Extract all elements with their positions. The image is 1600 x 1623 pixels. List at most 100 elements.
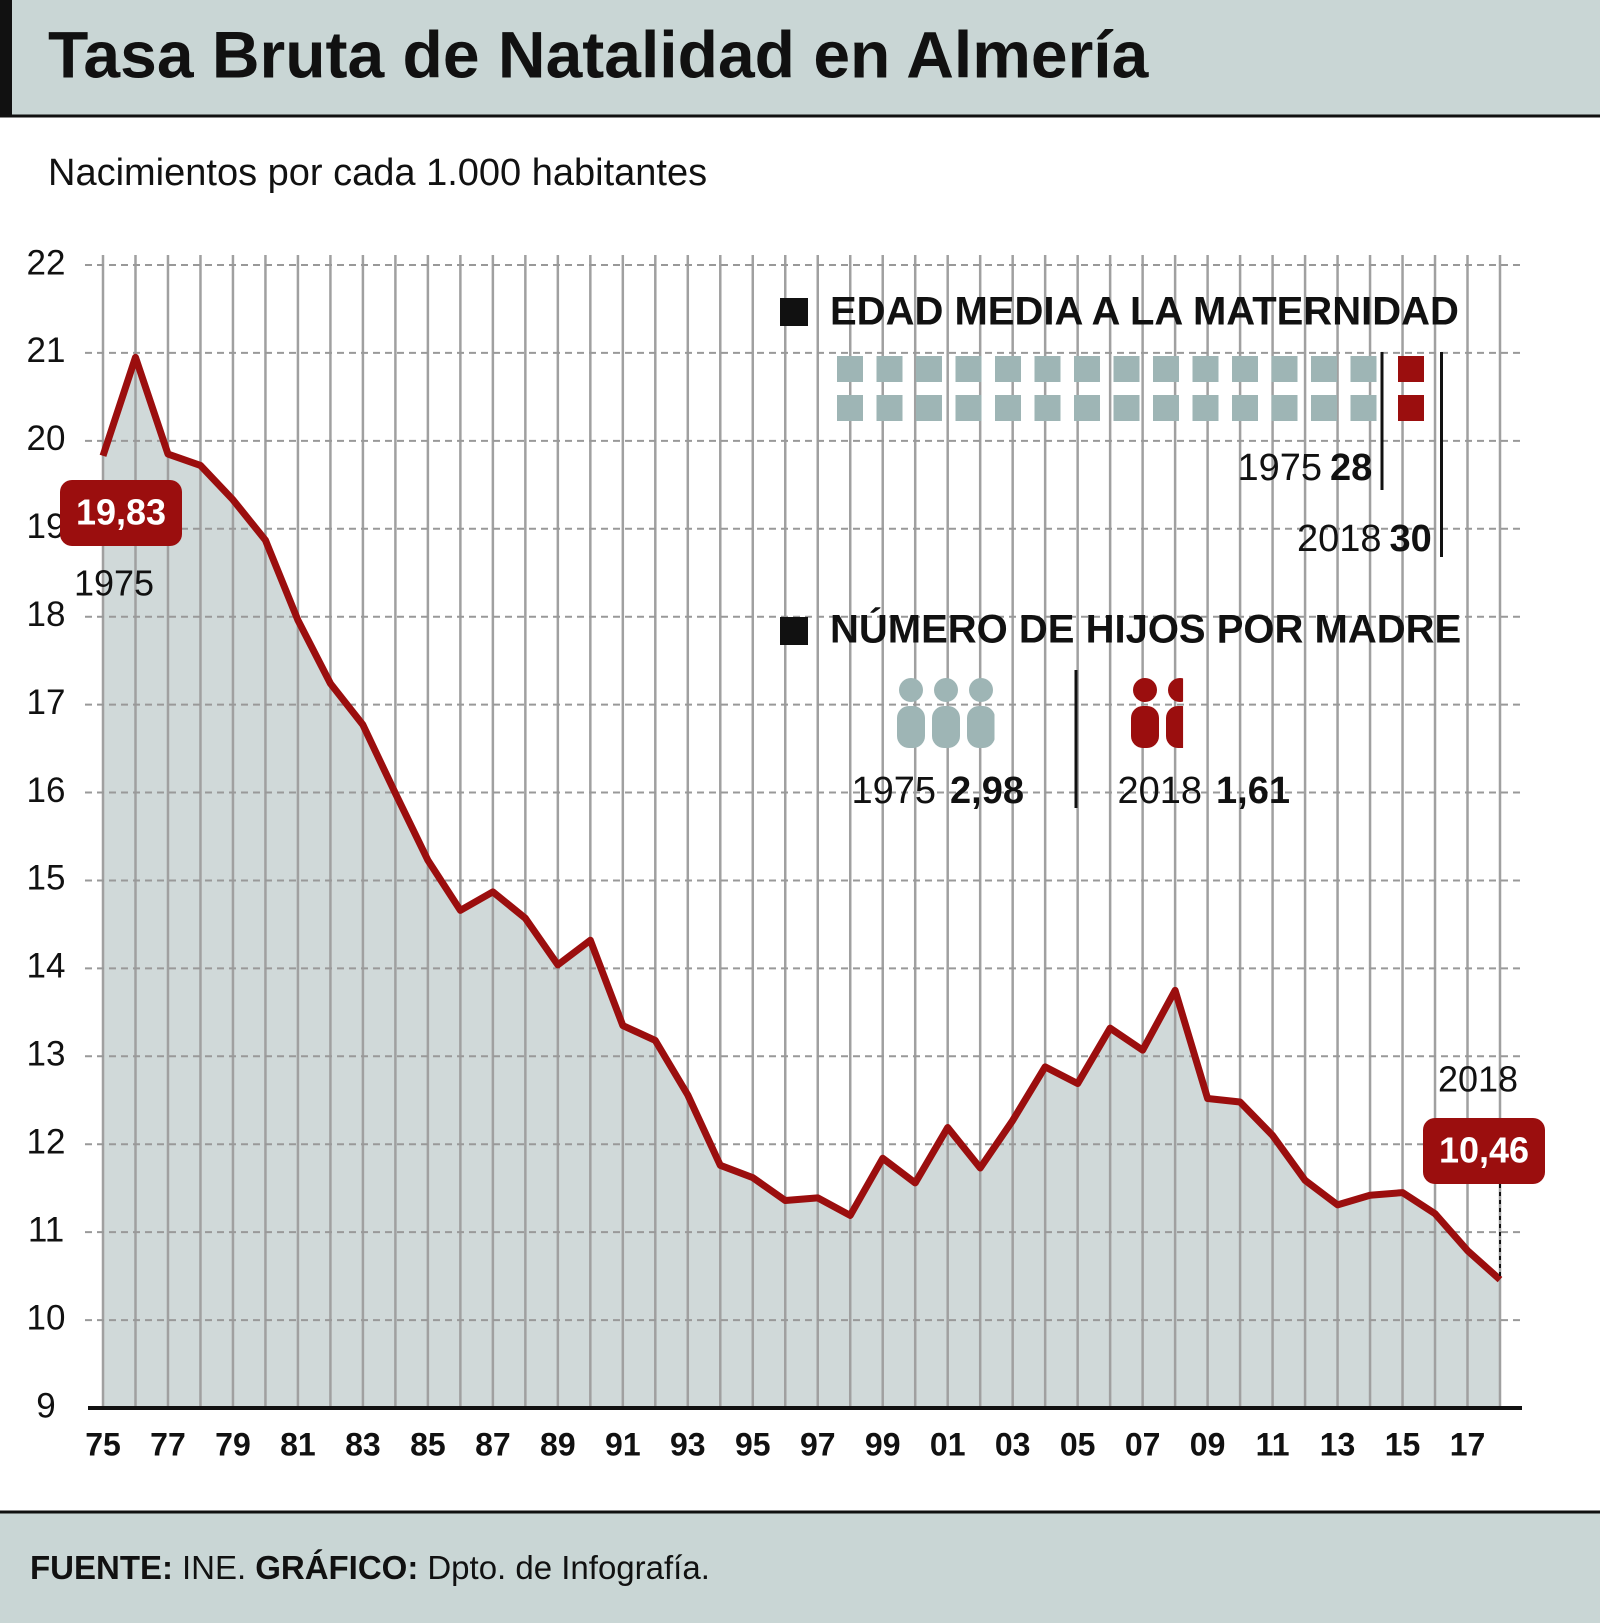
inset-title: NÚMERO DE HIJOS POR MADRE	[830, 606, 1461, 652]
child-head	[1168, 678, 1184, 702]
value-label-box	[1423, 1118, 1545, 1184]
age-square	[1271, 395, 1298, 421]
y-tick-label: 11	[28, 1210, 64, 1249]
age-square	[876, 356, 903, 382]
footer-segment: GRÁFICO:	[255, 1549, 418, 1586]
age-square	[1034, 395, 1061, 421]
age-square	[1192, 356, 1219, 382]
age-square	[995, 356, 1021, 382]
y-tick-label: 10	[27, 1298, 66, 1337]
age-square	[1153, 356, 1179, 382]
footer-segment: Dpto. de Infografía.	[427, 1549, 710, 1586]
x-tick-label: 93	[670, 1426, 706, 1462]
x-tick-label: 83	[345, 1426, 381, 1462]
age-square	[1350, 356, 1377, 382]
x-tick-label: 01	[930, 1426, 966, 1462]
y-tick-label: 14	[27, 947, 66, 986]
x-tick-label: 11	[1256, 1426, 1290, 1462]
child-head	[934, 678, 958, 702]
child-figure	[1131, 678, 1159, 748]
value-label: 10,46	[1439, 1130, 1529, 1171]
age-square	[995, 395, 1021, 421]
x-tick-label: 97	[800, 1426, 836, 1462]
y-tick-label: 17	[27, 683, 66, 722]
area	[103, 357, 1500, 1409]
y-tick-label: 20	[27, 419, 66, 458]
x-tick-label: 09	[1190, 1426, 1226, 1462]
age-square	[1074, 356, 1100, 382]
x-tick-label: 87	[475, 1426, 511, 1462]
age-square	[916, 356, 942, 382]
x-tick-label: 99	[865, 1426, 901, 1462]
y-tick-label: 19	[27, 507, 66, 546]
age-square	[837, 395, 863, 421]
age-square	[1398, 395, 1424, 421]
header-band	[0, 0, 1600, 115]
age-square	[1311, 356, 1337, 382]
x-tick-label: 89	[540, 1426, 576, 1462]
x-tick-label: 17	[1450, 1426, 1486, 1462]
age-square	[1113, 356, 1140, 382]
x-tick-label: 05	[1060, 1426, 1096, 1462]
child-figure	[897, 678, 925, 748]
footer-text: FUENTE: INE. GRÁFICO: Dpto. de Infografía.	[30, 1549, 710, 1586]
child-body	[1166, 706, 1184, 748]
child-figure	[1166, 678, 1184, 748]
y-tick-label: 18	[27, 595, 66, 634]
footer-segment: FUENTE:	[30, 1549, 173, 1586]
y-tick-label: 13	[27, 1035, 66, 1074]
y-tick-label: 9	[36, 1386, 55, 1425]
age-square	[916, 395, 942, 421]
child-head	[969, 678, 993, 702]
children-year: 1975	[851, 770, 936, 812]
age-value: 30	[1390, 518, 1432, 560]
y-tick-label: 21	[27, 331, 66, 370]
children-value: 1,61	[1216, 770, 1290, 812]
footer-band	[0, 1512, 1600, 1623]
x-tick-label: 95	[735, 1426, 771, 1462]
age-year: 1975	[1237, 447, 1322, 489]
age-square	[1232, 395, 1258, 421]
y-tick-label: 22	[27, 243, 66, 282]
x-tick-label: 15	[1385, 1426, 1421, 1462]
child-figure	[932, 678, 960, 748]
footer-segment: INE.	[182, 1549, 246, 1586]
x-tick-label: 75	[85, 1426, 121, 1462]
x-tick-label: 85	[410, 1426, 446, 1462]
inset-title: EDAD MEDIA A LA MATERNIDAD	[830, 290, 1459, 334]
children-value: 2,98	[950, 770, 1024, 812]
x-tick-label: 07	[1125, 1426, 1161, 1462]
header-bar	[0, 0, 12, 115]
point-label: 2018	[1438, 1059, 1518, 1100]
plot: 9 10 11 12 13 14 15 16 17 18 19 20 21 22 75 77 79 81 83 85 8…	[27, 243, 1545, 1462]
y-tick-label: 16	[27, 771, 66, 810]
x-tick-label: 79	[215, 1426, 251, 1462]
x-tick-label: 77	[150, 1426, 186, 1462]
age-year: 2018	[1297, 518, 1382, 560]
child-body	[967, 706, 995, 748]
y-tick-label: 15	[27, 859, 66, 898]
bullet	[780, 298, 808, 326]
line	[99, 353, 1503, 1283]
value-label-box	[60, 480, 182, 546]
point-label: 1975	[74, 563, 154, 604]
age-value: 28	[1330, 447, 1372, 489]
children-year: 2018	[1117, 770, 1202, 812]
child-figure	[967, 678, 995, 748]
x-tick-label: 03	[995, 1426, 1031, 1462]
child-head	[899, 678, 923, 702]
age-square	[1398, 356, 1424, 382]
age-square	[955, 356, 982, 382]
age-square	[1350, 395, 1377, 421]
age-square	[1192, 395, 1219, 421]
x-tick-label: 81	[280, 1426, 316, 1462]
age-square	[1074, 395, 1100, 421]
child-body	[897, 706, 925, 748]
value-label: 19,83	[76, 492, 166, 533]
chart-title: Tasa Bruta de Natalidad en Almería	[48, 17, 1150, 91]
age-square	[1311, 395, 1337, 421]
bullet	[780, 617, 808, 645]
